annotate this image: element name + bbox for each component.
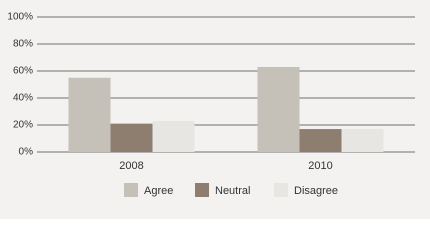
legend-label: Disagree bbox=[294, 185, 338, 197]
y-tick-label: 60% bbox=[13, 66, 33, 77]
legend-label: Agree bbox=[144, 185, 173, 197]
bar bbox=[152, 120, 195, 152]
x-tick-label: 2010 bbox=[308, 160, 332, 172]
y-tick-label: 0% bbox=[19, 147, 34, 158]
bar bbox=[68, 77, 111, 152]
y-tick-label: 80% bbox=[13, 39, 33, 50]
bar bbox=[110, 123, 153, 152]
legend-label: Neutral bbox=[215, 185, 250, 197]
bar bbox=[257, 66, 300, 152]
bar bbox=[299, 129, 342, 152]
page: {"chart_data": {"type": "bar", "categori… bbox=[0, 0, 430, 219]
legend-swatch bbox=[274, 183, 288, 197]
bar bbox=[341, 129, 384, 152]
legend-swatch bbox=[195, 183, 209, 197]
chart: 0% 20% 40% 60% 80% 100% 2008 2010 Agree Neutral Di… bbox=[0, 0, 430, 219]
x-tick-label: 2008 bbox=[119, 160, 143, 172]
y-tick-label: 40% bbox=[13, 93, 33, 104]
y-tick-label: 20% bbox=[13, 120, 33, 131]
y-tick-label: 100% bbox=[7, 12, 33, 23]
legend-swatch bbox=[124, 183, 138, 197]
